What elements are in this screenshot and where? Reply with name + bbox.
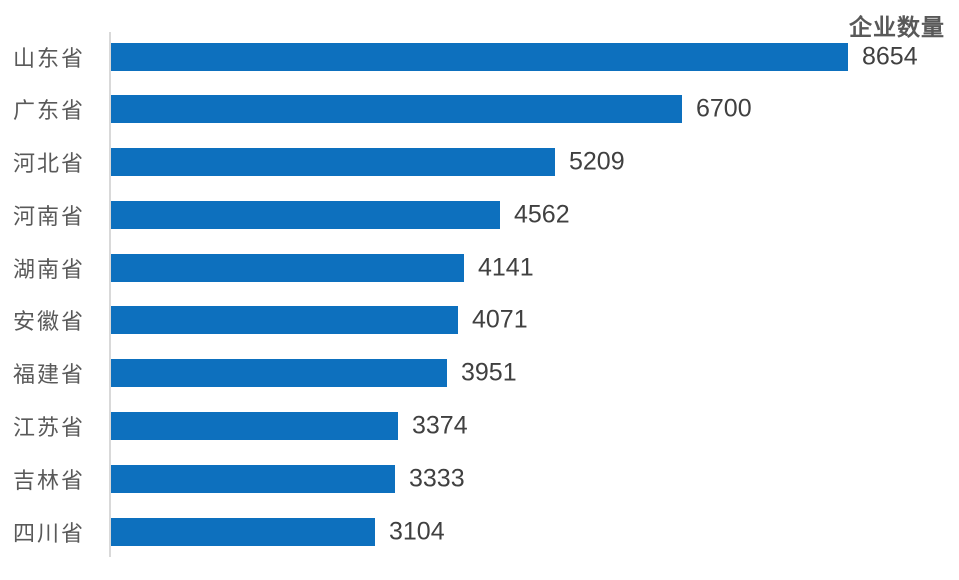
chart-row: 四川省 3104 (0, 517, 959, 546)
category-label: 河北省 (13, 151, 86, 177)
value-label: 4141 (478, 253, 534, 282)
chart-row: 湖南省 4141 (0, 253, 959, 282)
category-axis-line (109, 32, 111, 557)
chart-row: 福建省 3951 (0, 358, 959, 388)
bar (111, 42, 848, 71)
value-label: 4071 (472, 305, 528, 334)
chart-row: 河北省 5209 (0, 147, 959, 177)
bar (111, 411, 398, 440)
value-label: 3104 (389, 517, 445, 546)
chart-row: 山东省 8654 (0, 42, 959, 71)
chart-title: 企业数量 (849, 14, 945, 40)
bar (111, 95, 682, 124)
value-label: 8654 (862, 42, 918, 70)
category-label: 湖南省 (13, 256, 86, 282)
bar (111, 517, 375, 546)
bar (111, 359, 447, 388)
category-label: 四川省 (13, 520, 86, 546)
category-label: 江苏省 (13, 414, 86, 440)
category-label: 福建省 (13, 362, 86, 388)
chart-row: 河南省 4562 (0, 200, 959, 229)
value-label: 3333 (409, 464, 465, 493)
value-label: 3951 (461, 358, 517, 387)
chart-row: 吉林省 3333 (0, 464, 959, 493)
category-label: 安徽省 (13, 309, 86, 335)
bar (111, 464, 395, 493)
value-label: 5209 (569, 147, 625, 176)
bar (111, 200, 500, 229)
value-label: 4562 (514, 200, 570, 229)
chart-row: 广东省 6700 (0, 94, 959, 124)
category-label: 广东省 (13, 98, 86, 124)
chart-row: 江苏省 3374 (0, 411, 959, 440)
category-label: 河南省 (13, 203, 86, 229)
value-label: 6700 (696, 94, 752, 123)
bar (111, 253, 464, 282)
value-label: 3374 (412, 411, 468, 440)
chart-row: 安徽省 4071 (0, 305, 959, 335)
bar (111, 306, 458, 335)
category-label: 山东省 (13, 45, 86, 71)
bar (111, 148, 555, 177)
category-label: 吉林省 (13, 467, 86, 493)
